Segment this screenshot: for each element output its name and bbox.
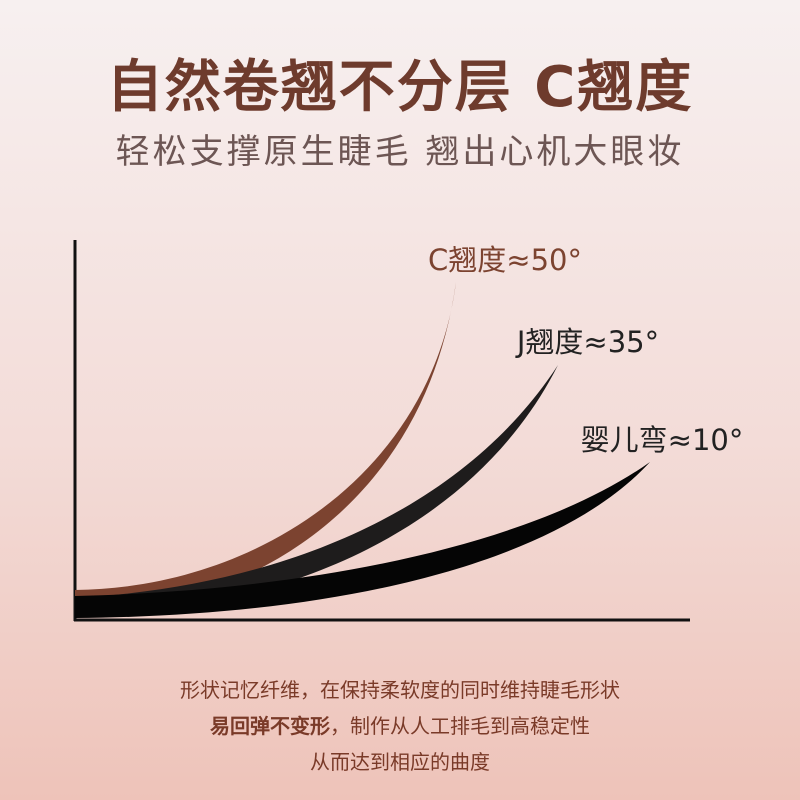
description-line: 从而达到相应的曲度 — [310, 750, 490, 774]
text: ，制作从人工排毛到高稳定性 — [330, 714, 590, 738]
description-line: 易回弹不变形，制作从人工排毛到高稳定性 — [0, 710, 800, 739]
baby-curl-curve — [75, 462, 650, 618]
curve-label: C翘度≈50° — [428, 243, 582, 277]
curve-label: J翘度≈35° — [515, 325, 659, 359]
curve-label: 婴儿弯≈10° — [581, 423, 744, 457]
subtitle: 轻松支撑原生睫毛 翘出心机大眼妆 — [115, 132, 685, 172]
emphasis: 易回弹不变形 — [210, 714, 330, 738]
title: 自然卷翘不分层 C翘度 — [106, 55, 694, 120]
description-line: 形状记忆纤维，在保持柔软度的同时维持睫毛形状 — [180, 678, 620, 702]
c-curl-curve — [75, 282, 456, 615]
j-curl-curve — [75, 365, 558, 616]
